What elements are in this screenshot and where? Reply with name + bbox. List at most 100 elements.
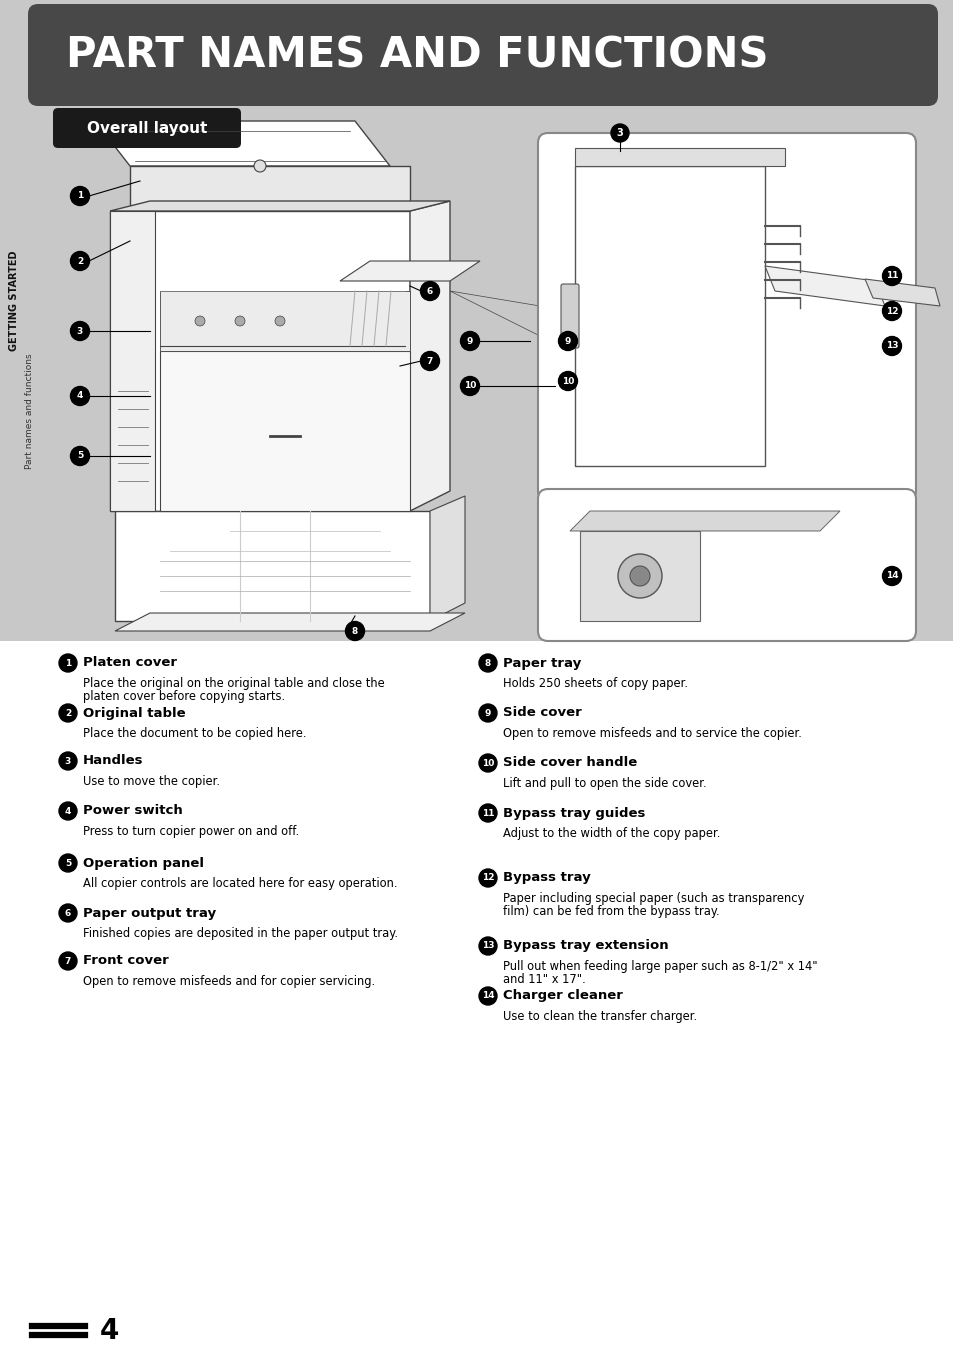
Text: Operation panel: Operation panel [83,857,204,870]
Text: 12: 12 [481,874,494,882]
Polygon shape [410,201,450,511]
Text: 1: 1 [65,658,71,667]
Text: 3: 3 [65,757,71,766]
Circle shape [234,316,245,326]
Text: 1: 1 [77,192,83,200]
Text: film) can be fed from the bypass tray.: film) can be fed from the bypass tray. [502,905,719,917]
Circle shape [610,124,628,142]
Polygon shape [115,613,464,631]
Text: Place the original on the original table and close the: Place the original on the original table… [83,677,384,690]
Text: Side cover: Side cover [502,707,581,720]
Circle shape [71,251,90,270]
Text: Charger cleaner: Charger cleaner [502,989,622,1002]
Circle shape [59,753,77,770]
Text: Lift and pull to open the side cover.: Lift and pull to open the side cover. [502,777,706,790]
Text: Part names and functions: Part names and functions [26,353,34,469]
Text: Open to remove misfeeds and for copier servicing.: Open to remove misfeeds and for copier s… [83,975,375,988]
Circle shape [71,446,90,466]
Text: Paper including special paper (such as transparency: Paper including special paper (such as t… [502,892,803,905]
Circle shape [59,802,77,820]
Text: Pull out when feeding large paper such as 8-1/2" x 14": Pull out when feeding large paper such a… [502,961,817,973]
Text: PART NAMES AND FUNCTIONS: PART NAMES AND FUNCTIONS [66,34,768,76]
Circle shape [345,621,364,640]
Text: Power switch: Power switch [83,804,183,817]
Circle shape [59,952,77,970]
Text: and 11" x 17".: and 11" x 17". [502,973,585,986]
Text: All copier controls are located here for easy operation.: All copier controls are located here for… [83,877,397,890]
FancyBboxPatch shape [28,4,937,105]
Polygon shape [95,122,390,166]
Text: 7: 7 [426,357,433,366]
Circle shape [420,281,439,300]
Circle shape [59,904,77,921]
Polygon shape [110,211,410,511]
Text: Use to clean the transfer charger.: Use to clean the transfer charger. [502,1011,697,1023]
Polygon shape [579,531,700,621]
Text: 10: 10 [463,381,476,390]
Text: 4: 4 [100,1317,119,1346]
Circle shape [882,301,901,320]
Text: Paper tray: Paper tray [502,657,580,670]
Circle shape [71,322,90,340]
Text: 4: 4 [77,392,83,400]
Text: 14: 14 [884,571,898,581]
Text: 13: 13 [884,342,898,350]
Circle shape [478,869,497,888]
Text: 11: 11 [884,272,898,281]
Text: Front cover: Front cover [83,955,169,967]
Polygon shape [130,166,410,211]
Polygon shape [115,511,430,621]
Polygon shape [339,261,479,281]
Text: 10: 10 [481,758,494,767]
Text: 2: 2 [65,708,71,717]
Circle shape [558,372,577,390]
Text: 8: 8 [352,627,357,635]
Polygon shape [430,496,464,621]
Text: Bypass tray extension: Bypass tray extension [502,939,668,952]
Circle shape [478,704,497,721]
Circle shape [618,554,661,598]
Text: Paper output tray: Paper output tray [83,907,216,920]
Text: 13: 13 [481,942,494,951]
Text: 10: 10 [561,377,574,385]
Circle shape [59,704,77,721]
Text: 14: 14 [481,992,494,1001]
Text: GETTING STARTED: GETTING STARTED [9,251,19,351]
Circle shape [460,331,479,350]
Text: 9: 9 [466,336,473,346]
Polygon shape [764,266,884,305]
Text: Use to move the copier.: Use to move the copier. [83,775,220,788]
Circle shape [882,336,901,355]
Circle shape [59,654,77,671]
Text: 2: 2 [77,257,83,266]
Text: 3: 3 [77,327,83,335]
Text: 7: 7 [65,957,71,966]
Circle shape [420,351,439,370]
Text: 11: 11 [481,808,494,817]
Circle shape [478,654,497,671]
Bar [0,640,953,1351]
Text: Adjust to the width of the copy paper.: Adjust to the width of the copy paper. [502,827,720,840]
Bar [575,166,764,466]
Circle shape [478,754,497,771]
Text: Place the document to be copied here.: Place the document to be copied here. [83,727,306,740]
Polygon shape [569,511,840,531]
Text: 6: 6 [426,286,433,296]
Text: Overall layout: Overall layout [87,120,207,135]
Polygon shape [110,201,450,211]
Text: Original table: Original table [83,707,186,720]
Text: Bypass tray guides: Bypass tray guides [502,807,644,820]
Circle shape [71,386,90,405]
Text: Bypass tray: Bypass tray [502,871,590,885]
Circle shape [629,566,649,586]
Text: 12: 12 [884,307,898,316]
Text: Handles: Handles [83,754,143,767]
FancyBboxPatch shape [53,108,241,149]
Polygon shape [160,351,410,511]
Circle shape [59,854,77,871]
Bar [575,149,784,166]
Circle shape [882,566,901,585]
Circle shape [71,186,90,205]
Polygon shape [450,290,569,351]
Text: 9: 9 [484,708,491,717]
